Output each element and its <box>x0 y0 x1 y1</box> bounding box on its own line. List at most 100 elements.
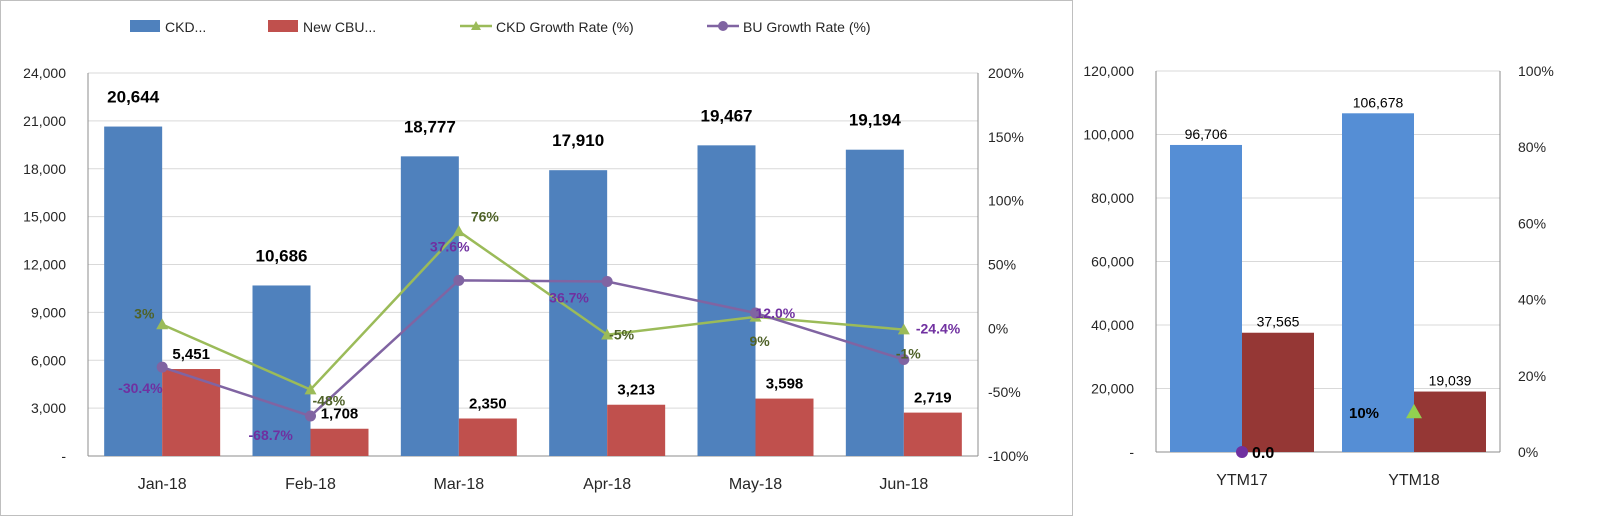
ckd-growth-marker <box>1406 403 1422 419</box>
y-axis-tick-label: 12,000 <box>23 257 66 273</box>
bar-new-cbu <box>458 418 517 456</box>
ckd-bar-value-label: 19,467 <box>701 106 753 125</box>
legend-swatch <box>268 20 298 32</box>
y2-axis-tick-label: -100% <box>988 448 1028 464</box>
x-axis-category-label: May-18 <box>729 476 782 493</box>
bu-growth-label: 36.7% <box>549 289 589 305</box>
ckd-growth-label: 76% <box>471 208 500 224</box>
legend-marker <box>471 21 481 30</box>
monthly-chart-panel: - 3,000 6,000 9,000 12,000 15,000 18,000 21,000… <box>0 0 1073 516</box>
y2-axis-tick-label: 0% <box>988 320 1008 336</box>
y2-axis-tick-label: -50% <box>988 384 1021 400</box>
bar-new-cbu <box>607 404 666 456</box>
ckd-bar-value-label: 19,194 <box>849 111 902 130</box>
x-axis-category-label: Mar-18 <box>433 476 484 493</box>
ckd-growth-label: -1% <box>896 346 921 362</box>
y-axis-tick-label: 18,000 <box>23 161 66 177</box>
y-axis-tick-label: 40,000 <box>1091 317 1134 333</box>
ckd-growth-label: 9% <box>750 333 771 349</box>
y-axis-tick-label: 15,000 <box>23 209 66 225</box>
new-cbu-bar-value-label: 3,213 <box>617 382 655 399</box>
bu-growth-marker <box>898 353 910 365</box>
y-axis-tick-label: 120,000 <box>1083 63 1134 79</box>
new-cbu-bar-value-label: 37,565 <box>1257 314 1300 330</box>
legend-label: CKD... <box>165 19 206 35</box>
new-cbu-bar-value-label: 2,350 <box>469 395 507 412</box>
y2-axis-tick-label: 40% <box>1518 292 1546 308</box>
y2-axis-tick-label: 50% <box>988 257 1016 273</box>
legend-marker <box>718 21 728 31</box>
new-cbu-bar-value-label: 1,708 <box>321 406 359 423</box>
bar-new-cbu <box>755 398 814 456</box>
y-axis-tick-label: 80,000 <box>1091 190 1134 206</box>
y2-axis-tick-label: 200% <box>988 65 1024 81</box>
bar-ckd <box>1170 144 1242 453</box>
bu-growth-marker <box>156 361 168 373</box>
y2-axis-tick-label: 60% <box>1518 215 1546 231</box>
y-axis-tick-label: 60,000 <box>1091 254 1134 270</box>
ckd-growth-label: 3% <box>134 306 155 322</box>
ckd-growth-marker <box>897 323 910 335</box>
bar-new-cbu <box>162 369 221 456</box>
bar-new-cbu <box>903 412 962 456</box>
bar-ckd <box>252 285 311 456</box>
x-axis-category-label: Feb-18 <box>285 476 336 493</box>
ckd-bar-value-label: 17,910 <box>552 131 604 150</box>
legend-swatch <box>130 20 160 32</box>
bar-new-cbu <box>310 428 369 456</box>
bu-growth-marker <box>750 307 761 319</box>
bar-ckd <box>1342 113 1414 452</box>
bu-growth-label: 0.0 <box>1252 445 1274 462</box>
ckd-bar-value-label: 96,706 <box>1185 126 1228 142</box>
legend-label: New CBU... <box>303 19 376 35</box>
new-cbu-bar-value-label: 3,598 <box>766 376 804 393</box>
ckd-growth-label: -5% <box>609 327 634 343</box>
ckd-growth-marker <box>452 225 465 237</box>
ckd-growth-marker <box>304 383 317 395</box>
bar-new-cbu <box>1414 391 1486 452</box>
monthly-sales-chart: - 3,000 6,000 9,000 12,000 15,000 18,000 21,000… <box>23 19 1028 493</box>
y-axis-tick-label: 3,000 <box>31 400 66 416</box>
bu-growth-marker <box>1236 446 1248 458</box>
x-axis-category-label: Jan-18 <box>138 476 187 493</box>
new-cbu-bar-value-label: 2,719 <box>914 390 952 407</box>
y-axis-tick-label: 21,000 <box>23 113 66 129</box>
x-axis-category-label: Jun-18 <box>879 476 928 493</box>
bu-growth-label: 12.0% <box>756 305 796 321</box>
y-axis-tick-label: - <box>61 448 66 464</box>
y2-axis-tick-label: 0% <box>1518 444 1538 460</box>
y-axis-tick-label: 100,000 <box>1083 127 1134 143</box>
bar-ckd <box>697 145 756 457</box>
legend-label: CKD Growth Rate (%) <box>496 19 634 35</box>
y2-axis-tick-label: 150% <box>988 129 1024 145</box>
new-cbu-bar-value-label: 19,039 <box>1429 373 1472 389</box>
y-axis-tick-label: 20,000 <box>1091 381 1134 397</box>
bar-ckd <box>845 149 904 457</box>
ytm-sales-chart: - 20,000 40,000 60,000 80,000 100,000 120,000 0… <box>1083 63 1554 489</box>
y2-axis-tick-label: 100% <box>1518 63 1554 79</box>
y2-axis-tick-label: 100% <box>988 193 1024 209</box>
ckd-bar-value-label: 106,678 <box>1353 94 1404 110</box>
x-axis-category-label: YTM17 <box>1216 472 1268 489</box>
bu-growth-marker <box>453 274 465 286</box>
y2-axis-tick-label: 80% <box>1518 139 1546 155</box>
ckd-bar-value-label: 20,644 <box>107 88 160 107</box>
ytm-chart-panel: - 20,000 40,000 60,000 80,000 100,000 120,000 0… <box>1077 0 1600 516</box>
ckd-bar-value-label: 10,686 <box>256 246 308 265</box>
ckd-growth-marker <box>601 328 614 340</box>
bu-growth-label: 37.6% <box>430 238 470 254</box>
x-axis-category-label: YTM18 <box>1388 472 1440 489</box>
ckd-growth-marker <box>156 318 169 330</box>
bu-growth-label: -24.4% <box>916 320 961 336</box>
bar-new-cbu <box>1242 332 1314 452</box>
ckd-growth-label: -48% <box>313 393 346 409</box>
y-axis-tick-label: 6,000 <box>31 352 66 368</box>
y-axis-tick-label: 24,000 <box>23 65 66 81</box>
new-cbu-bar-value-label: 5,451 <box>172 346 210 363</box>
x-axis-category-label: Apr-18 <box>583 476 631 493</box>
y-axis-tick-label: 9,000 <box>31 304 66 320</box>
bar-ckd <box>104 126 163 457</box>
bu-growth-marker <box>601 275 613 287</box>
bu-growth-marker <box>305 410 316 422</box>
bu-growth-line <box>161 279 905 418</box>
